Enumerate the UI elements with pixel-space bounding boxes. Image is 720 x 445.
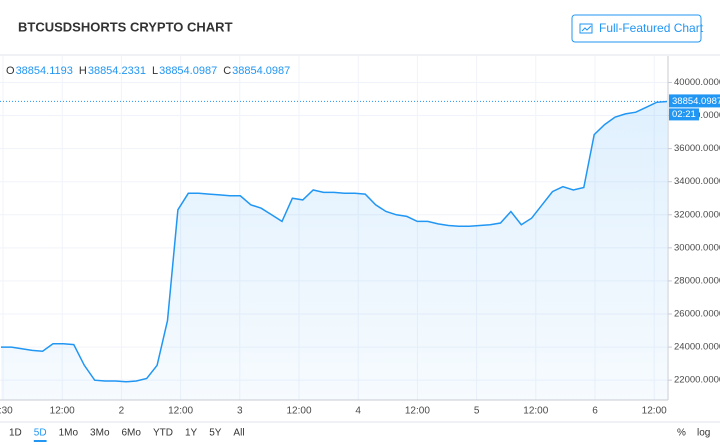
y-tick-label: 34000.0000 (674, 176, 720, 187)
range-button[interactable]: 1D (9, 428, 22, 439)
range-button[interactable]: 5Y (209, 428, 222, 439)
range-button[interactable]: 1Y (185, 428, 198, 439)
range-button[interactable]: 5D (34, 428, 47, 439)
ohlc-value: 38854.0987 (159, 65, 217, 77)
x-tick-label: 12:00 (50, 406, 75, 417)
x-tick-label: 2 (119, 406, 125, 417)
range-button[interactable]: YTD (153, 428, 173, 439)
y-tick-label: 30000.0000 (674, 242, 720, 253)
last-price-badge (669, 94, 720, 108)
y-tick-label: 22000.0000 (674, 375, 720, 386)
y-tick-label: 28000.0000 (674, 275, 720, 286)
x-tick-label: 0:30 (0, 406, 13, 417)
button-label: Full-Featured Chart (599, 21, 704, 35)
range-button[interactable]: All (233, 428, 244, 439)
y-tick-label: 40000.0000 (674, 77, 720, 88)
range-button[interactable]: 3Mo (90, 428, 110, 439)
x-tick-label: 3 (237, 406, 243, 417)
ohlc-key: O (6, 65, 15, 77)
x-tick-label: 12:00 (642, 406, 667, 417)
area (1, 101, 667, 400)
x-tick-label: 12:00 (523, 406, 548, 417)
y-tick-label: 36000.0000 (674, 143, 720, 154)
countdown-label: 02:21 (672, 109, 696, 120)
price-line (1, 100, 668, 383)
x-tick-label: 12:00 (168, 406, 193, 417)
log-button[interactable]: log (697, 428, 710, 439)
ohlc-value: 38854.0987 (232, 65, 290, 77)
ohlc-value: 38854.1193 (16, 65, 73, 77)
percent-button[interactable]: % (677, 428, 686, 439)
title: BTCUSDSHORTS CRYPTO CHART (18, 19, 233, 34)
range-button[interactable]: 6Mo (122, 428, 142, 439)
ohlc-value: 38854.2331 (88, 65, 146, 77)
x-tick-label: 5 (474, 406, 480, 417)
last-price-label: 38854.0987 (672, 96, 720, 107)
countdown-badge (669, 108, 699, 121)
x-tick-label: 12:00 (286, 406, 311, 417)
y-tick-label: 24000.0000 (674, 342, 720, 353)
full-chart-button[interactable] (571, 14, 702, 43)
ohlc-key: C (223, 65, 231, 77)
y-tick-label: 26000.0000 (674, 309, 720, 320)
chart-icon (579, 23, 593, 34)
ohlc-key: L (152, 65, 158, 77)
x-tick-label: 4 (355, 406, 361, 417)
x-tick-label: 6 (592, 406, 598, 417)
x-tick-label: 12:00 (405, 406, 430, 417)
ohlc-key: H (79, 65, 87, 77)
range-button[interactable]: 1Mo (59, 428, 79, 439)
y-tick-label: 32000.0000 (674, 209, 720, 220)
